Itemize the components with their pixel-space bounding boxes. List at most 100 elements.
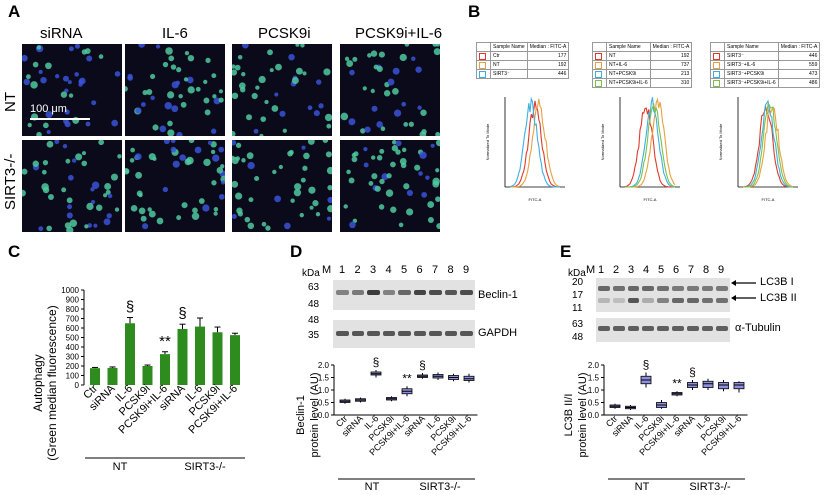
c-y-tick-label-0: 0 <box>75 381 80 390</box>
d-mw-48a: 48 <box>308 299 320 310</box>
e-y-tick-label-2: 1.0 <box>588 386 600 395</box>
d-bands-row1-lane0 <box>336 331 349 336</box>
d-annotation-0: § <box>373 355 380 369</box>
d-y-tick-label-0: 0.0 <box>318 411 330 420</box>
d-annotation-1: ** <box>402 371 412 385</box>
b-hist-xlabel-2: FITC-A <box>762 197 775 202</box>
d-mw-48b: 48 <box>308 315 320 326</box>
c-group-nt: NT <box>113 461 128 473</box>
d-lanes-5: 6 <box>416 264 423 276</box>
e-y-tick-label-1: 0.5 <box>588 399 600 408</box>
panel-e-letter: E <box>560 242 572 261</box>
e-bands-row2-lane2 <box>627 326 640 331</box>
e-kda-label: kDa <box>568 268 586 279</box>
d-y-tick-label-3: 1.5 <box>318 374 330 383</box>
micrograph-0-0 <box>22 44 122 136</box>
c-y-tick-label-3: 300 <box>66 353 80 362</box>
c-ylabel-line2: (Green median fluorescence) <box>45 305 59 460</box>
c-bar-2 <box>125 323 135 385</box>
e-lane-marker: M <box>586 264 596 276</box>
chart-d: Beclin-1 protein level (AU) NT SIRT3-/- … <box>295 355 478 493</box>
b-hist-ylabel-1: Normalized To Mode <box>600 123 605 160</box>
e-lanes-4: 5 <box>658 264 665 276</box>
b-hist-curve-2-1 <box>743 106 794 188</box>
e-bands-row1-lane6 <box>686 298 699 303</box>
e-bands-row1-lane8 <box>716 298 729 303</box>
d-y-tick-label-4: 2.0 <box>318 361 330 370</box>
e-lanes-2: 3 <box>628 264 635 276</box>
e-mw-20: 20 <box>572 277 584 288</box>
e-bands-row2-lane8 <box>716 326 729 331</box>
e-bands-row2-lane6 <box>686 326 699 331</box>
c-bar-4 <box>160 354 170 385</box>
b-hist-curve-2-2 <box>742 99 794 188</box>
micrograph-1-2 <box>232 140 332 232</box>
d-lanes-4: 5 <box>401 264 408 276</box>
col-title-il6: IL-6 <box>162 25 188 42</box>
c-bar-5 <box>177 328 188 385</box>
b-hist-ylabel-2: Normalized To Mode <box>718 123 723 160</box>
panel-b-letter: B <box>468 2 481 21</box>
micrograph-0-2 <box>232 44 332 136</box>
e-bands-row1-lane3 <box>642 298 655 303</box>
flow-histograms: Normalized To Mode FITC-A Normalized To Mo… <box>485 96 798 202</box>
d-bands-row0-lane8 <box>460 290 473 295</box>
e-y-tick-label-4: 2.0 <box>588 361 600 370</box>
e-bands-row2-lane1 <box>612 326 625 331</box>
b-hist-ylabel-0: Normalized To Mode <box>485 123 490 160</box>
micrograph-0-1 <box>125 44 225 136</box>
c-y-tick-label-9: 900 <box>66 296 80 305</box>
e-bands-row1-lane0 <box>598 298 610 303</box>
d-mw-35: 35 <box>308 330 320 341</box>
c-group-sirt3: SIRT3-/- <box>184 461 226 473</box>
d-lanes-6: 7 <box>432 264 439 276</box>
e-bands-row1-lane4 <box>657 298 669 303</box>
e-group-nt: NT <box>635 481 650 493</box>
d-ylabel-line2: protein level (AU) <box>309 373 321 458</box>
e-mw-48: 48 <box>572 332 584 343</box>
d-protein-gapdh: GAPDH <box>478 327 518 339</box>
e-ylabel-line2: protein level (AU) <box>577 373 589 458</box>
c-bar-6 <box>195 326 205 385</box>
e-bands-row0-lane5 <box>672 286 684 291</box>
c-y-tick-label-8: 800 <box>66 305 80 314</box>
d-bands-row0-lane7 <box>444 290 457 295</box>
c-y-tick-label-6: 600 <box>66 324 80 333</box>
chart-c: Autophagy (Green median fluorescence) NT… <box>31 286 245 473</box>
e-arrows <box>731 280 756 301</box>
c-bar-0 <box>90 368 100 385</box>
e-bands-row2-lane7 <box>701 326 714 331</box>
panel-a-letter: A <box>8 2 21 21</box>
e-y-tick-label-3: 1.5 <box>588 374 600 383</box>
micrograph-1-1 <box>125 140 225 232</box>
c-bar-8 <box>230 335 240 385</box>
c-y-tick-label-5: 500 <box>66 334 80 343</box>
c-annotation-1: ** <box>159 333 171 350</box>
b-hist-curve-1-0 <box>624 107 675 188</box>
e-lanes-6: 7 <box>688 264 695 276</box>
d-bands-row0-lane0 <box>336 290 349 295</box>
d-group-nt: NT <box>365 481 380 493</box>
e-lc3b-blot <box>596 278 730 312</box>
e-box-7 <box>718 382 729 390</box>
scale-bar-label: 100 μm <box>30 103 67 115</box>
d-lanes-0: 1 <box>339 264 346 276</box>
panel-d-letter: D <box>290 242 303 261</box>
e-bands-row1-lane7 <box>701 298 714 303</box>
e-annotation-0: § <box>643 358 650 372</box>
d-beclin-blot <box>333 280 475 310</box>
e-bands-row1-lane2 <box>627 298 640 303</box>
b-hist-curve-1-2 <box>625 97 676 188</box>
e-protein-lc3b2: LC3B II <box>760 292 797 304</box>
c-y-tick-label-2: 200 <box>66 362 80 371</box>
e-bands-row2-lane4 <box>657 326 669 331</box>
e-bands-row1-lane5 <box>672 298 684 303</box>
e-ylabel-line1: LC3B II/I <box>563 394 575 437</box>
b-hist-xlabel-0: FITC-A <box>529 197 542 202</box>
e-box-8 <box>733 382 745 390</box>
d-group-sirt3: SIRT3-/- <box>419 481 461 493</box>
d-bands-row0-lane2 <box>367 290 380 295</box>
d-bands-row1-lane6 <box>429 331 442 336</box>
e-box-6 <box>702 380 714 388</box>
e-bands-row1-lane1 <box>612 298 625 303</box>
